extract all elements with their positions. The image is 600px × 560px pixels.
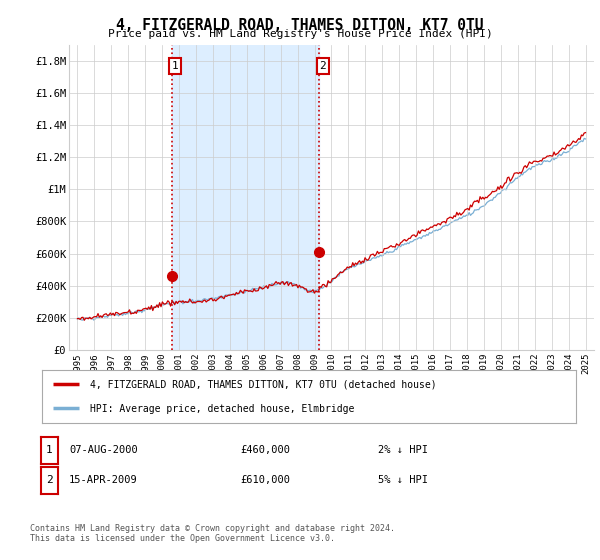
Text: Price paid vs. HM Land Registry's House Price Index (HPI): Price paid vs. HM Land Registry's House … (107, 29, 493, 39)
Text: 1: 1 (46, 445, 53, 455)
Text: 4, FITZGERALD ROAD, THAMES DITTON, KT7 0TU (detached house): 4, FITZGERALD ROAD, THAMES DITTON, KT7 0… (90, 380, 437, 390)
Text: 15-APR-2009: 15-APR-2009 (69, 475, 138, 486)
Text: 07-AUG-2000: 07-AUG-2000 (69, 445, 138, 455)
Text: 4, FITZGERALD ROAD, THAMES DITTON, KT7 0TU: 4, FITZGERALD ROAD, THAMES DITTON, KT7 0… (116, 18, 484, 33)
Text: HPI: Average price, detached house, Elmbridge: HPI: Average price, detached house, Elmb… (90, 404, 355, 414)
Text: 5% ↓ HPI: 5% ↓ HPI (378, 475, 428, 486)
Text: 2: 2 (319, 61, 326, 71)
Text: 1: 1 (172, 61, 179, 71)
Bar (172, 45, 319, 350)
Text: £460,000: £460,000 (240, 445, 290, 455)
Text: £610,000: £610,000 (240, 475, 290, 486)
Text: 2: 2 (46, 475, 53, 486)
Text: 2% ↓ HPI: 2% ↓ HPI (378, 445, 428, 455)
Text: Contains HM Land Registry data © Crown copyright and database right 2024.
This d: Contains HM Land Registry data © Crown c… (30, 524, 395, 543)
